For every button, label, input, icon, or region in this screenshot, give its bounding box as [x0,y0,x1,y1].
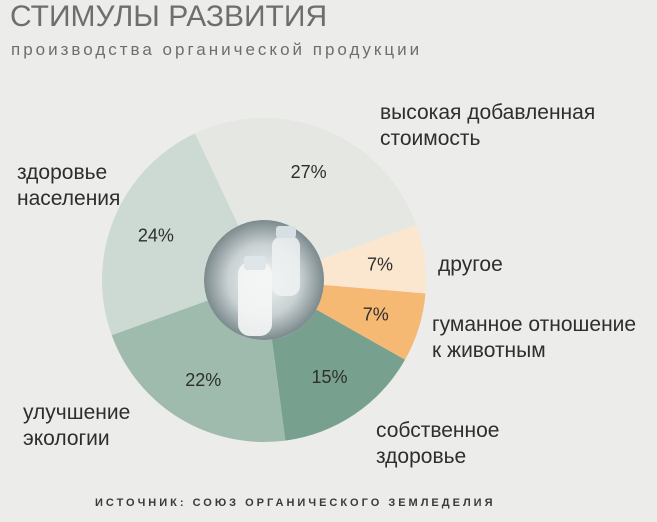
label-high-value-line2: стоимость [380,127,481,150]
label-humane-line1: гуманное отношение [432,313,637,336]
pie-slice-3 [271,309,406,441]
pie-slice-4 [111,300,286,442]
label-humane-line2: к животным [432,339,546,362]
label-public-health: здоровье населения [17,160,120,212]
bottle-cap-2 [276,226,296,238]
pie-slice-1 [320,224,426,294]
label-public-health-line1: здоровье [17,161,108,184]
label-own-health-line1: собственное [376,419,500,442]
label-ecology-line2: экологии [23,427,110,450]
pie-slice-label-0: 27% [291,162,327,182]
pie-slice-label-3: 15% [311,367,347,387]
label-high-value-line1: высокая добавленная [380,101,596,124]
pie-slice-label-4: 22% [185,370,221,390]
page-title: СТИМУЛЫ РАЗВИТИЯ [10,0,328,33]
label-ecology: улучшение экологии [23,400,130,452]
bottle-cap [244,256,266,270]
bottle-shape [238,262,272,336]
pie-slice-label-2: 7% [363,304,389,324]
source-note: ИСТОЧНИК: СОЮЗ ОРГАНИЧЕСКОГО ЗЕМЛЕДЕЛИЯ [95,497,496,509]
pie-slice-label-5: 24% [138,225,174,245]
pie-slice-0 [194,117,417,260]
page-subtitle: производства органической продукции [11,40,423,59]
label-high-value: высокая добавленная стоимость [380,100,595,152]
label-public-health-line2: населения [17,187,121,210]
pie-slice-5 [102,133,239,336]
label-own-health-line2: здоровье [376,445,467,468]
label-other: другое [438,252,503,278]
label-own-health: собственное здоровье [376,418,499,470]
label-humane: гуманное отношение к животным [432,312,636,364]
bottle-shape-2 [272,236,300,296]
pie-slice-2 [316,285,426,360]
pie-slice-label-1: 7% [367,255,393,275]
label-other-line1: другое [438,253,503,276]
label-ecology-line1: улучшение [23,401,131,424]
